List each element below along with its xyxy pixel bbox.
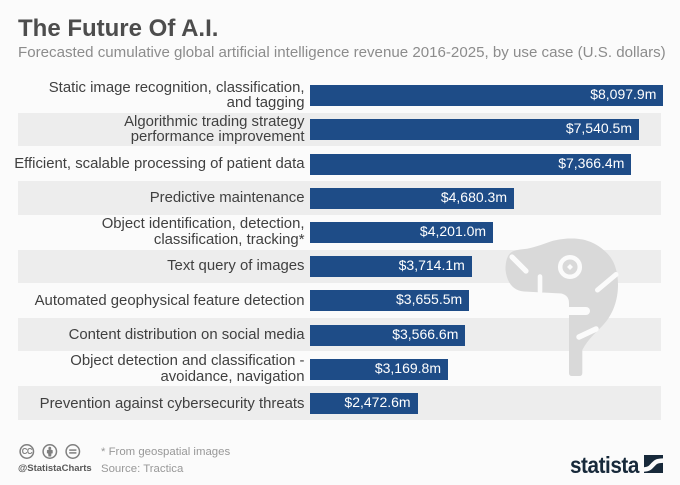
svg-text:CC: CC — [22, 447, 33, 456]
